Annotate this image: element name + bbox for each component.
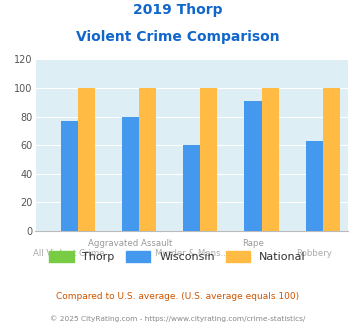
Text: Violent Crime Comparison: Violent Crime Comparison (76, 30, 279, 44)
Text: Robbery: Robbery (296, 249, 332, 258)
Text: Aggravated Assault: Aggravated Assault (88, 239, 173, 248)
Text: 2019 Thorp: 2019 Thorp (133, 3, 222, 17)
Bar (244, 101, 262, 231)
Text: Murder & Mans...: Murder & Mans... (155, 249, 229, 258)
Bar (78, 88, 95, 231)
Legend: Thorp, Wisconsin, National: Thorp, Wisconsin, National (45, 247, 310, 267)
Bar (200, 88, 217, 231)
Text: Compared to U.S. average. (U.S. average equals 100): Compared to U.S. average. (U.S. average … (56, 292, 299, 301)
Text: All Violent Crime: All Violent Crime (33, 249, 105, 258)
Bar (139, 88, 156, 231)
Text: © 2025 CityRating.com - https://www.cityrating.com/crime-statistics/: © 2025 CityRating.com - https://www.city… (50, 315, 305, 322)
Bar (61, 121, 78, 231)
Bar (122, 116, 139, 231)
Bar (306, 141, 323, 231)
Bar (262, 88, 279, 231)
Bar (323, 88, 340, 231)
Bar (183, 145, 200, 231)
Text: Rape: Rape (242, 239, 264, 248)
